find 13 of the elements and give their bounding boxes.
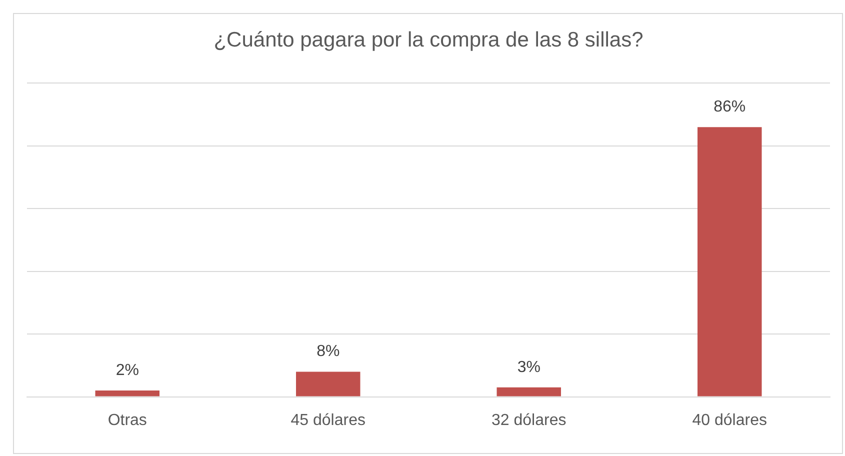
x-tick-label: Otras: [108, 412, 147, 429]
data-label: 3%: [517, 358, 540, 376]
chart-title: ¿Cuánto pagara por la compra de las 8 sillas?: [214, 28, 644, 52]
bar: [698, 127, 762, 396]
data-label: 8%: [316, 343, 340, 360]
bar: [95, 390, 160, 396]
x-tick-label: 32 dólares: [492, 412, 566, 429]
data-label: 86%: [714, 98, 746, 116]
bar: [496, 387, 561, 396]
x-tick-label: 40 dólares: [692, 412, 767, 429]
data-label: 2%: [116, 362, 139, 379]
x-tick-label: 45 dólares: [290, 412, 366, 429]
bar: [296, 372, 360, 396]
